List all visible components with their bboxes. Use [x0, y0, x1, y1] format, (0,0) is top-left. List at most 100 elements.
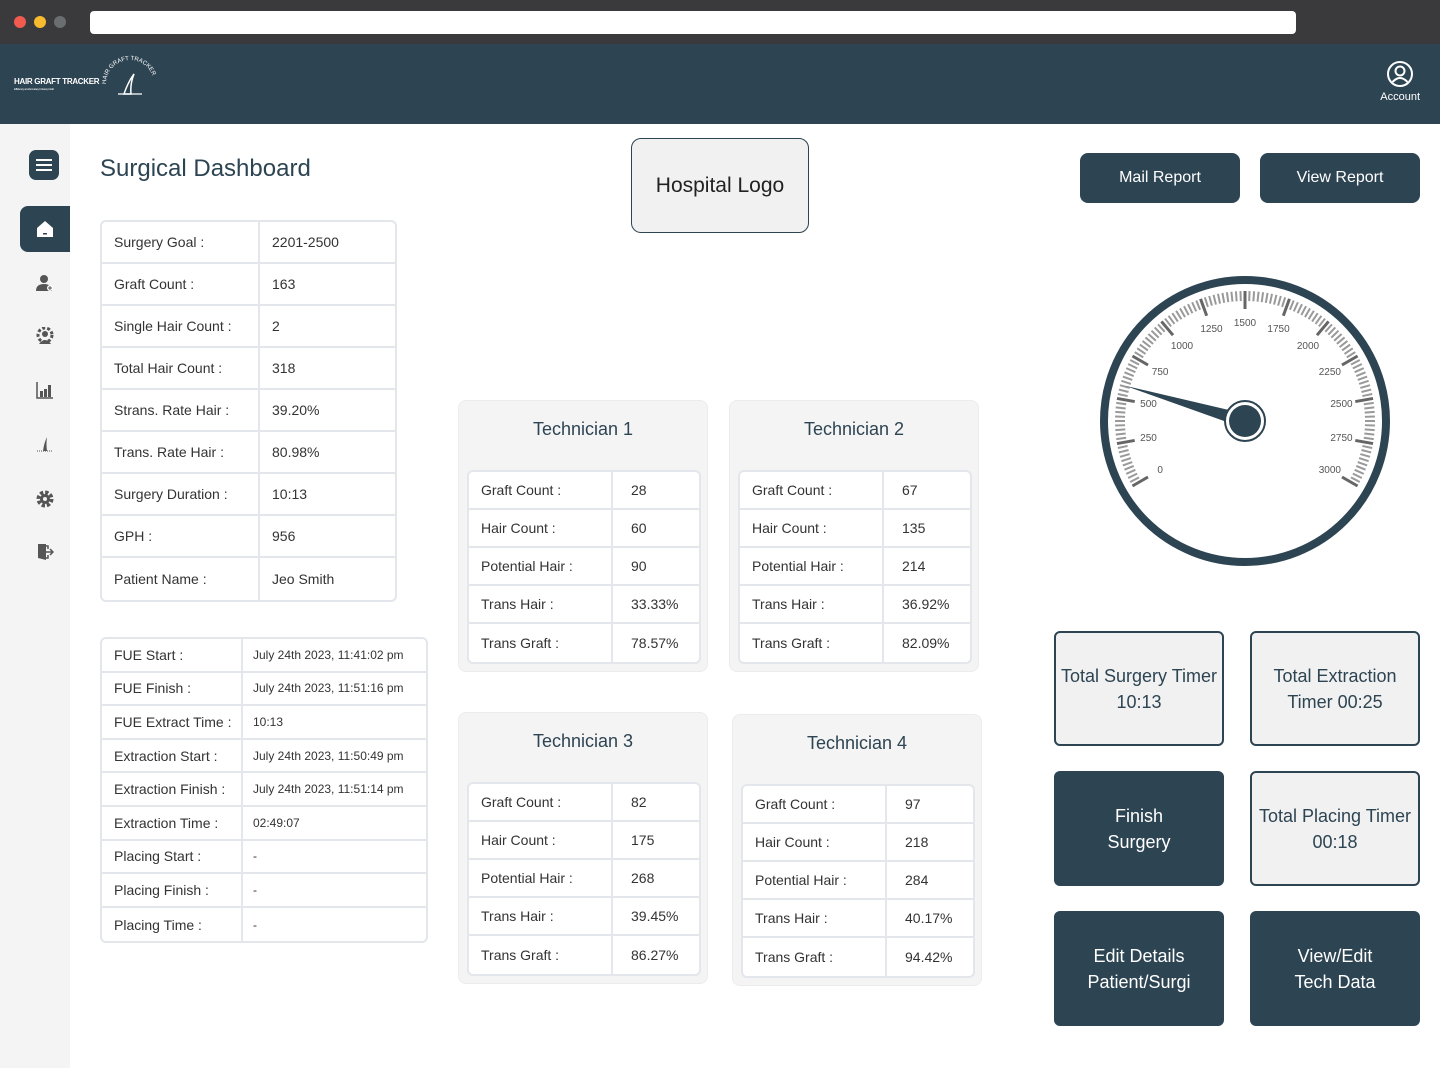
view-report-button[interactable]: View Report	[1260, 153, 1420, 203]
gauge-tick	[1195, 300, 1201, 311]
table-row: Extraction Time :02:49:07	[102, 806, 426, 841]
gauge-tick	[1116, 401, 1127, 406]
finish-surgery-button[interactable]: Finish Surgery	[1054, 771, 1224, 886]
gauge-tick	[1281, 297, 1287, 308]
table-row: Potential Hair :90	[469, 548, 699, 586]
gauge-tick	[1129, 359, 1140, 366]
gauge-tick	[1124, 371, 1135, 377]
row-label: Extraction Time :	[102, 806, 243, 841]
table-row: Hair Count :218	[743, 824, 973, 862]
table-row: Placing Finish :-	[102, 874, 426, 908]
technician-name: Technician 1	[532, 419, 634, 439]
close-window-dot[interactable]	[14, 16, 26, 28]
table-row: Single Hair Count :2	[102, 306, 395, 348]
gauge-tick	[1167, 315, 1176, 325]
row-label: FUE Finish :	[102, 672, 243, 707]
account-button[interactable]: Account	[1380, 60, 1420, 103]
table-row: Total Hair Count :318	[102, 348, 395, 390]
sidebar-item-logout[interactable]	[20, 529, 70, 575]
technician-card: Technician 2 Graft Count :67 Hair Count :1…	[729, 400, 979, 672]
browser-chrome	[0, 0, 1440, 44]
row-value: 78.57%	[631, 635, 679, 651]
sidebar-item-technicians[interactable]	[20, 313, 70, 359]
edit-patient-details-button[interactable]: Edit Details Patient/Surgi	[1054, 911, 1224, 1026]
view-edit-tech-data-button[interactable]: View/Edit Tech Data	[1250, 911, 1420, 1026]
gauge-tick	[1187, 303, 1194, 314]
gauge-tick	[1203, 297, 1209, 308]
sidebar-item-grafts[interactable]	[20, 421, 70, 467]
gauge-tick	[1115, 406, 1126, 410]
sidebar-item-settings[interactable]	[20, 476, 70, 522]
row-label: Trans Graft :	[740, 624, 884, 662]
gauge-tick	[1341, 343, 1351, 352]
account-label: Account	[1380, 91, 1420, 103]
row-label: Trans. Rate Hair :	[102, 432, 260, 474]
gauge-tick	[1338, 340, 1349, 348]
menu-toggle-button[interactable]	[29, 150, 59, 180]
row-label: Trans Hair :	[469, 586, 613, 624]
row-value: 33.33%	[613, 586, 699, 624]
gauge-tick	[1362, 392, 1373, 398]
technician-name: Technician 2	[803, 419, 905, 439]
row-value: 94.42%	[905, 949, 953, 965]
row-value: 60	[613, 510, 699, 548]
minimize-window-dot[interactable]	[34, 16, 46, 28]
row-label: Potential Hair :	[469, 860, 613, 898]
gauge-tick	[1363, 401, 1374, 406]
row-value: 67	[884, 472, 970, 510]
gauge-tick	[1361, 449, 1372, 454]
gauge-tick	[1125, 468, 1136, 475]
row-label: Graft Count :	[102, 264, 260, 306]
mail-report-button[interactable]: Mail Report	[1080, 153, 1240, 203]
gauge-tick	[1346, 351, 1356, 359]
surgery-timer: Total Surgery Timer 10:13	[1054, 631, 1224, 746]
gauge-tick	[1300, 305, 1307, 316]
gauge-tick	[1360, 384, 1371, 389]
gauge-tick	[1341, 475, 1359, 488]
gauge-tick	[1307, 310, 1315, 320]
gauge-tick	[1364, 410, 1375, 414]
row-value: 10:13	[243, 706, 426, 740]
gauge-tick-label: 2250	[1319, 367, 1342, 378]
extraction-timer: Total Extraction Timer 00:25	[1250, 631, 1420, 746]
gauge-tick	[1160, 320, 1175, 337]
technician-stats-table: Graft Count :97 Hair Count :218 Potential …	[741, 784, 975, 978]
row-value: 80.98%	[260, 432, 395, 474]
seal-logo-icon: HAIR GRAFT TRACKER	[102, 56, 157, 95]
address-bar[interactable]	[90, 11, 1296, 34]
gauge-tick	[1150, 329, 1160, 339]
gauge-tick	[1350, 476, 1361, 483]
row-label: Trans Graft :	[469, 936, 613, 974]
gauge-tick	[1125, 367, 1136, 374]
table-row: Graft Count :28	[469, 472, 699, 510]
technician-stats-table: Graft Count :82 Hair Count :175 Potential …	[467, 782, 701, 976]
gauge-tick	[1171, 312, 1179, 323]
technician-stats-table: Graft Count :67 Hair Count :135 Potential …	[738, 470, 972, 664]
gauge-tick-label: 250	[1140, 433, 1157, 444]
table-row: Graft Count :163	[102, 264, 395, 306]
row-label: FUE Start :	[102, 639, 243, 673]
sidebar-item-reports[interactable]	[20, 367, 70, 413]
gauge-tick	[1314, 315, 1323, 325]
row-value: 86.27%	[631, 947, 679, 963]
gauge-tick	[1118, 449, 1129, 454]
row-value: Jeo Smith	[272, 571, 335, 587]
row-label: Single Hair Count :	[102, 306, 260, 348]
sidebar-item-home[interactable]	[20, 206, 70, 252]
gauge-tick	[1121, 457, 1132, 463]
gauge-tick	[1131, 475, 1149, 488]
gauge-tick	[1268, 293, 1274, 304]
table-row: Surgery Duration :10:13	[102, 474, 395, 516]
row-value: 28	[613, 472, 699, 510]
gauge-hub	[1229, 405, 1261, 437]
brand-logo[interactable]: HAIR GRAFT TRACKER Efficiency and Accurac…	[14, 77, 100, 91]
maximize-window-dot[interactable]	[54, 16, 66, 28]
gauge-tick	[1252, 291, 1256, 302]
sidebar-item-add-patient[interactable]	[20, 260, 70, 306]
row-label: Placing Start :	[102, 840, 243, 875]
gauge-tick	[1157, 323, 1166, 333]
table-row: Trans Hair :36.92%	[740, 586, 970, 624]
settings-icon	[36, 490, 54, 508]
table-row: Placing Time :-	[102, 907, 426, 942]
gauge-tick	[1355, 396, 1374, 404]
